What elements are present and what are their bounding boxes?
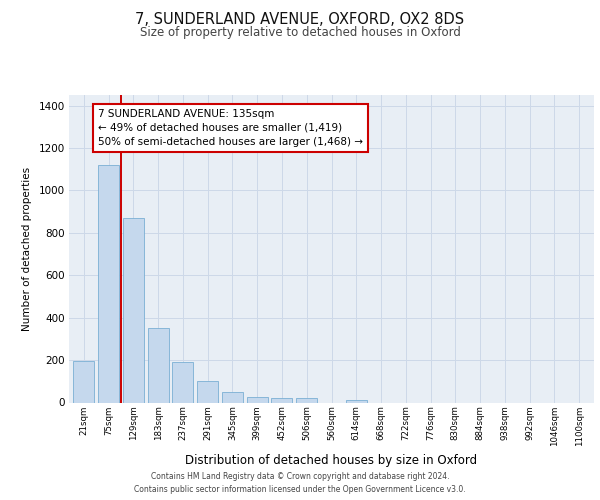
- Text: Size of property relative to detached houses in Oxford: Size of property relative to detached ho…: [140, 26, 460, 39]
- Bar: [123, 218, 144, 402]
- Bar: [172, 362, 193, 403]
- Bar: [346, 400, 367, 402]
- Text: Contains HM Land Registry data © Crown copyright and database right 2024.
Contai: Contains HM Land Registry data © Crown c…: [134, 472, 466, 494]
- Bar: [148, 328, 169, 402]
- Y-axis label: Number of detached properties: Number of detached properties: [22, 166, 32, 331]
- Bar: [98, 165, 119, 402]
- Bar: [296, 398, 317, 402]
- Bar: [222, 392, 243, 402]
- Bar: [73, 361, 94, 403]
- Text: 7 SUNDERLAND AVENUE: 135sqm
← 49% of detached houses are smaller (1,419)
50% of : 7 SUNDERLAND AVENUE: 135sqm ← 49% of det…: [98, 109, 363, 147]
- X-axis label: Distribution of detached houses by size in Oxford: Distribution of detached houses by size …: [185, 454, 478, 467]
- Bar: [247, 397, 268, 402]
- Bar: [271, 398, 292, 402]
- Bar: [197, 382, 218, 402]
- Text: 7, SUNDERLAND AVENUE, OXFORD, OX2 8DS: 7, SUNDERLAND AVENUE, OXFORD, OX2 8DS: [136, 12, 464, 28]
